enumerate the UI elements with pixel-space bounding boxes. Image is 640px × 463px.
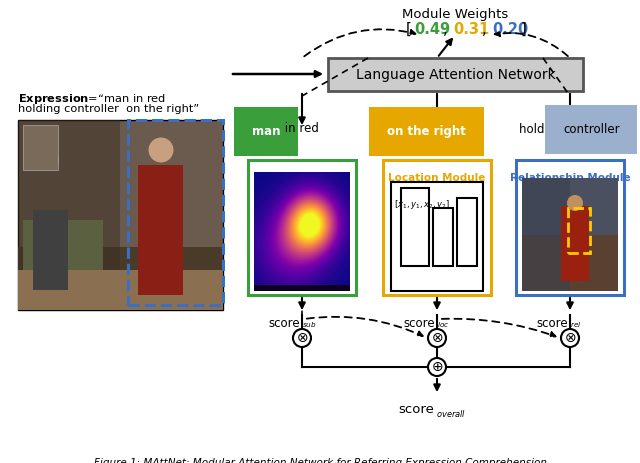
Bar <box>516 160 624 295</box>
Circle shape <box>428 329 446 347</box>
Ellipse shape <box>567 195 583 211</box>
Bar <box>128 120 223 305</box>
Circle shape <box>293 329 311 347</box>
Text: score: score <box>398 403 434 416</box>
Text: in red: in red <box>281 122 319 135</box>
Text: $_{rel}$: $_{rel}$ <box>570 320 582 330</box>
Text: Location Module: Location Module <box>388 173 486 183</box>
Text: score: score <box>403 317 435 330</box>
FancyBboxPatch shape <box>328 58 583 91</box>
Text: on the right: on the right <box>387 125 466 138</box>
Bar <box>18 120 120 310</box>
Text: 0.49: 0.49 <box>414 22 450 37</box>
Text: Subject Module: Subject Module <box>257 173 348 183</box>
Ellipse shape <box>148 138 173 163</box>
Text: ]: ] <box>521 22 527 37</box>
Text: holding controller  on the right”: holding controller on the right” <box>18 104 199 114</box>
Bar <box>522 235 618 291</box>
Text: 0.31: 0.31 <box>453 22 489 37</box>
Bar <box>561 206 589 281</box>
Bar <box>18 270 223 310</box>
Bar <box>23 125 58 170</box>
Text: $\oplus$: $\oplus$ <box>431 360 443 374</box>
Bar <box>457 198 477 266</box>
Text: Module Weights: Module Weights <box>402 8 508 21</box>
Ellipse shape <box>41 151 59 169</box>
Bar <box>391 182 483 291</box>
Text: holding: holding <box>519 123 566 136</box>
Bar <box>568 208 590 253</box>
Bar <box>254 178 350 291</box>
Text: ,: , <box>443 22 452 37</box>
Text: Figure 1: MAttNet: Modular Attention Network for Referring Expression Comprehens: Figure 1: MAttNet: Modular Attention Net… <box>93 458 547 463</box>
Text: $\otimes$: $\otimes$ <box>431 331 443 345</box>
Text: man: man <box>252 125 280 138</box>
Text: ,: , <box>482 22 492 37</box>
Text: score: score <box>536 317 568 330</box>
Text: controller: controller <box>563 123 620 136</box>
Bar <box>401 188 429 266</box>
Text: $_{\it{overall}}$: $_{\it{overall}}$ <box>436 406 466 419</box>
Bar <box>433 208 453 266</box>
Bar <box>23 220 103 280</box>
Bar <box>18 247 223 310</box>
Bar <box>33 210 68 290</box>
Bar <box>383 160 491 295</box>
Bar <box>522 178 618 291</box>
Text: $[x_1,y_1,x_2,y_2]$: $[x_1,y_1,x_2,y_2]$ <box>394 198 451 211</box>
Text: Relationship Module: Relationship Module <box>509 173 630 183</box>
Circle shape <box>428 358 446 376</box>
Text: [: [ <box>406 22 412 37</box>
Text: 0.20: 0.20 <box>492 22 528 37</box>
Text: $\otimes$: $\otimes$ <box>296 331 308 345</box>
Text: $\otimes$: $\otimes$ <box>564 331 576 345</box>
Bar <box>248 160 356 295</box>
Text: $_{loc}$: $_{loc}$ <box>437 320 449 330</box>
Text: $_{sub}$: $_{sub}$ <box>302 320 317 330</box>
Bar <box>522 178 570 291</box>
Text: $\bf{Expression}$=“man in red: $\bf{Expression}$=“man in red <box>18 92 166 106</box>
Bar <box>18 120 223 310</box>
Bar <box>138 165 183 295</box>
Text: Language Attention Network: Language Attention Network <box>356 68 556 81</box>
Text: score: score <box>268 317 300 330</box>
Circle shape <box>561 329 579 347</box>
